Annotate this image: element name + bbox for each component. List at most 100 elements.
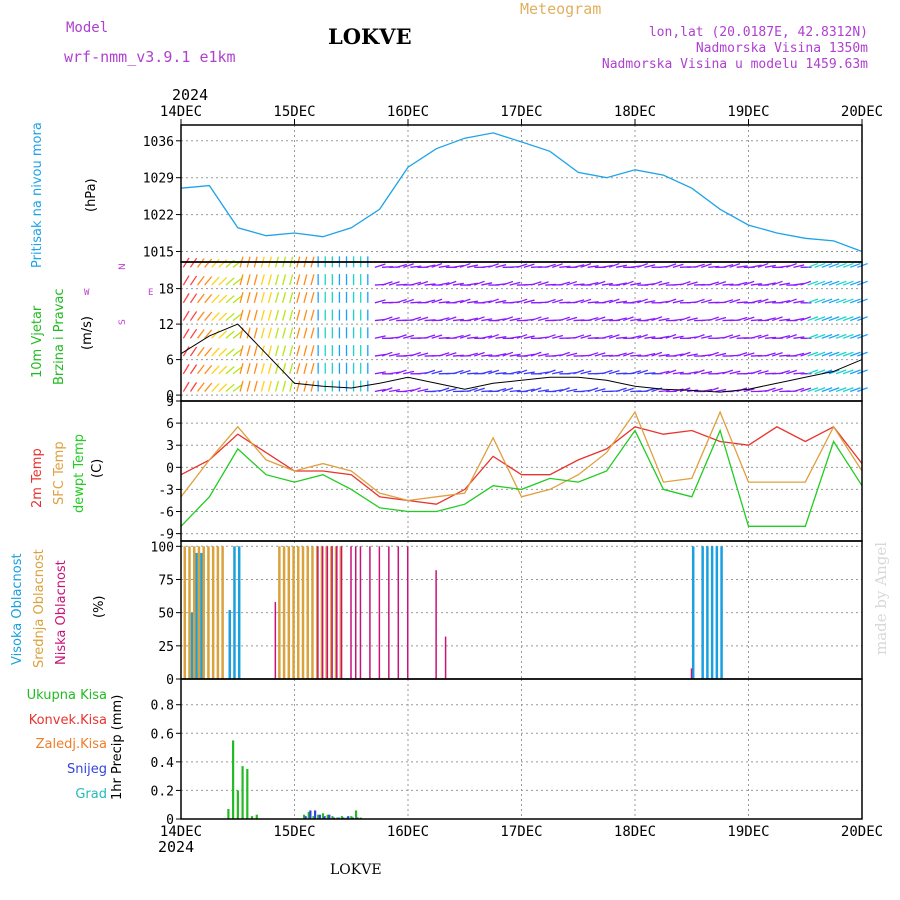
wind-barb <box>253 309 258 321</box>
wind-barb <box>296 274 301 286</box>
wind-barb <box>282 274 287 286</box>
wind-barb <box>835 280 847 286</box>
total-rain-bar <box>331 816 334 819</box>
wind-barb <box>849 316 861 322</box>
wind-barb <box>204 276 213 286</box>
wind-barb <box>537 281 549 286</box>
wind-barb <box>835 387 847 393</box>
wind-barb <box>289 327 294 339</box>
wind-barb <box>267 292 272 303</box>
wind-barb <box>764 336 777 339</box>
wind-barb <box>814 262 826 268</box>
wind-barb <box>239 274 244 286</box>
wind-barb <box>601 369 613 375</box>
wind-barb <box>807 298 819 304</box>
wind-barb <box>849 333 861 339</box>
mid-cloud-bar <box>311 546 314 679</box>
wind-barb <box>246 362 251 374</box>
low-cloud-bar <box>317 546 319 679</box>
total-rain-bar <box>354 810 358 819</box>
wind-barb <box>204 258 213 268</box>
y-tick-label: 1015 <box>143 245 174 260</box>
wind-barb <box>239 309 244 321</box>
wind-barb <box>374 371 386 375</box>
wind-barb <box>842 262 854 268</box>
wind-barb <box>849 262 861 268</box>
wind-barb <box>473 351 485 357</box>
x-tick-label-top: 20DEC <box>841 104 883 120</box>
wind-barb <box>403 263 414 268</box>
wind-barb <box>821 298 833 304</box>
wind-barb <box>403 334 415 339</box>
legend-graupel: Grad <box>75 787 107 802</box>
wind-barb <box>225 383 235 393</box>
wind-barb <box>473 280 485 286</box>
mid-cloud-bar <box>278 546 281 679</box>
wind-barb <box>438 317 450 322</box>
wind-barb <box>637 333 648 339</box>
wind-barb <box>580 298 592 304</box>
wind-barb <box>779 318 791 322</box>
wind-barb <box>466 352 478 357</box>
low-cloud-bar <box>378 546 381 679</box>
snow-bar <box>328 814 331 819</box>
wind-barb <box>573 283 585 286</box>
wind-barb <box>800 387 812 393</box>
wind-barb <box>509 389 521 393</box>
wind-barb <box>246 309 251 321</box>
wind-barb <box>225 330 235 339</box>
wind-barb <box>481 354 493 357</box>
wind-barb <box>771 316 783 322</box>
wind-barb <box>239 380 244 392</box>
wind-barb <box>374 335 386 339</box>
wind-barb <box>637 369 648 375</box>
wind-barb <box>438 300 450 304</box>
wind-barb <box>800 351 812 357</box>
wind-barb <box>495 263 507 268</box>
wind-barb <box>701 299 712 304</box>
wind-barb <box>303 345 308 357</box>
wind-barb <box>381 351 393 357</box>
wind-barb <box>218 294 228 304</box>
wind-barb <box>274 380 280 392</box>
wind-barb <box>189 311 198 321</box>
wind-barb <box>764 317 776 322</box>
wind-barb <box>289 380 294 392</box>
wind-barb <box>849 351 861 357</box>
wind-barb <box>438 387 450 393</box>
mid-cloud-bar <box>216 546 220 679</box>
wind-barb <box>814 280 826 286</box>
wind-barb <box>807 280 819 286</box>
meteogram-label: Meteogram <box>520 0 602 18</box>
mid-cloud-bar <box>221 546 224 679</box>
wind-barb <box>431 334 443 339</box>
wind-barb <box>253 380 258 392</box>
mid-cloud-bar <box>301 546 305 679</box>
wind-barb <box>452 264 464 268</box>
wind-barb <box>296 327 301 339</box>
wind-barb <box>189 382 198 392</box>
wind-barb <box>779 335 791 339</box>
wind-barb <box>296 345 301 357</box>
wind-barb <box>552 389 564 393</box>
wind-barb <box>537 389 550 393</box>
wind-barb <box>708 281 720 286</box>
wind-barb <box>828 280 840 286</box>
wind-barb <box>566 352 578 357</box>
high-cloud-bar <box>233 546 236 679</box>
wind-barb <box>828 298 840 304</box>
wind-barb <box>849 369 861 375</box>
wind-barb <box>466 317 478 322</box>
wind-barb <box>274 274 280 286</box>
y-tick-label: 75 <box>158 573 174 588</box>
total-rain-bar <box>307 811 310 819</box>
wind-barb <box>630 282 642 286</box>
year-label-top: 2024 <box>172 86 209 104</box>
wind-barb <box>516 263 528 268</box>
wind-barb <box>807 333 819 339</box>
total-rain-bar <box>255 814 258 819</box>
sfc-temp-line <box>180 410 863 502</box>
low-cloud-bar <box>274 602 277 679</box>
wind-barb <box>516 333 528 339</box>
wind-barb <box>679 280 691 286</box>
